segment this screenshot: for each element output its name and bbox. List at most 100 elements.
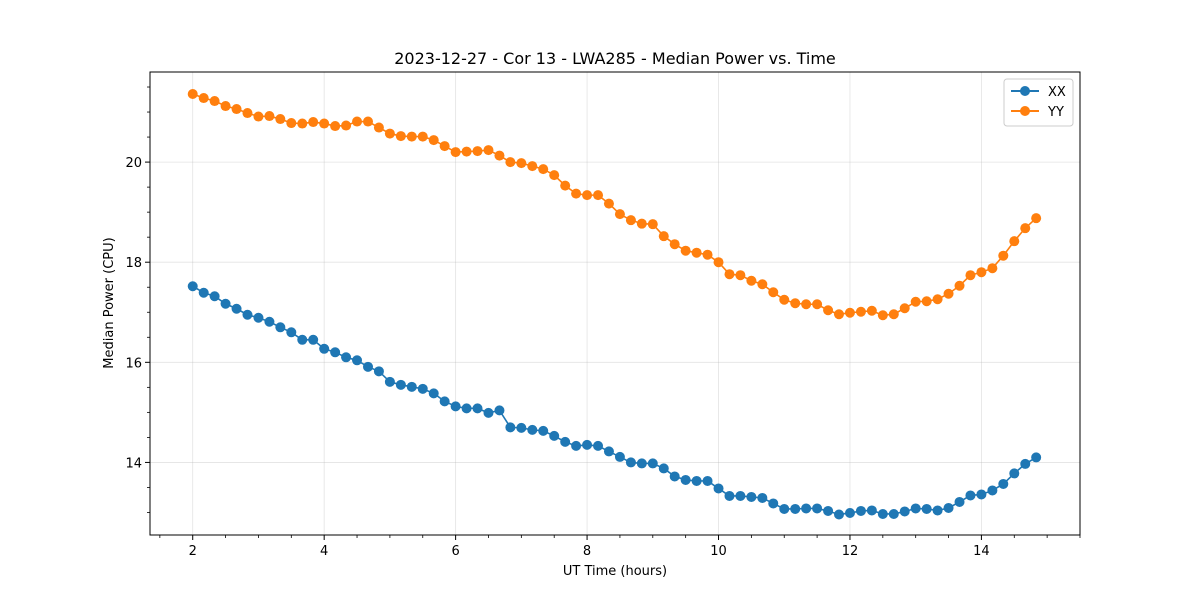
data-point-xx (855, 505, 866, 516)
data-point-xx (483, 407, 494, 418)
data-point-xx (593, 440, 604, 451)
chart-title: 2023-12-27 - Cor 13 - LWA285 - Median Po… (394, 49, 836, 68)
data-point-xx (998, 478, 1009, 489)
data-point-yy (253, 111, 264, 122)
data-point-xx (1020, 458, 1031, 469)
data-point-xx (647, 458, 658, 469)
data-point-yy (702, 249, 713, 260)
data-point-yy (538, 164, 549, 175)
y-axis-label: Median Power (CPU) (102, 237, 117, 368)
data-point-yy (505, 157, 516, 168)
data-point-xx (297, 334, 308, 345)
data-point-xx (352, 355, 363, 366)
data-point-yy (658, 231, 669, 242)
x-tick-label: 10 (710, 544, 727, 559)
x-axis-label: UT Time (hours) (563, 564, 667, 579)
x-axis-ticks: 2 4 6 8 10 12 14 (159, 535, 1081, 559)
data-point-yy (768, 287, 779, 298)
data-point-yy (823, 305, 834, 316)
x-tick-label: 12 (842, 544, 859, 559)
data-point-xx (877, 508, 888, 519)
data-point-yy (1020, 223, 1031, 234)
data-point-xx (341, 352, 352, 363)
data-point-xx (439, 396, 450, 407)
data-point-xx (549, 430, 560, 441)
data-point-yy (439, 141, 450, 152)
data-point-yy (297, 118, 308, 129)
data-point-xx (560, 436, 571, 447)
data-point-yy (494, 150, 505, 161)
data-point-xx (636, 458, 647, 469)
data-point-xx (1031, 452, 1042, 463)
data-point-xx (625, 457, 636, 468)
data-point-xx (779, 503, 790, 514)
data-point-yy (724, 269, 735, 280)
data-point-xx (833, 509, 844, 520)
data-point-yy (571, 188, 582, 199)
data-point-xx (899, 506, 910, 517)
series-layer (187, 89, 1042, 520)
data-point-xx (275, 322, 286, 333)
data-point-yy (1009, 236, 1020, 247)
legend-label-yy: YY (1047, 105, 1064, 120)
data-point-xx (735, 490, 746, 501)
data-point-xx (220, 298, 231, 309)
data-point-yy (614, 209, 625, 220)
data-point-xx (1009, 468, 1020, 479)
data-point-xx (812, 503, 823, 514)
data-point-xx (527, 424, 538, 435)
data-point-xx (384, 376, 395, 387)
data-point-yy (264, 111, 275, 122)
data-point-yy (921, 296, 932, 307)
data-point-xx (198, 287, 209, 298)
data-point-yy (877, 310, 888, 321)
data-point-yy (198, 93, 209, 104)
data-point-xx (242, 309, 253, 320)
data-point-xx (790, 503, 801, 514)
data-point-yy (603, 198, 614, 209)
data-point-xx (363, 361, 374, 372)
data-point-xx (614, 451, 625, 462)
data-point-yy (483, 145, 494, 156)
data-point-xx (866, 505, 877, 516)
data-point-xx (910, 503, 921, 514)
data-point-xx (472, 403, 483, 414)
data-point-xx (538, 425, 549, 436)
data-point-yy (395, 131, 406, 142)
data-point-xx (417, 383, 428, 394)
data-point-xx (571, 440, 582, 451)
data-point-xx (702, 475, 713, 486)
x-tick-label: 4 (320, 544, 328, 559)
y-tick-label: 14 (125, 456, 142, 471)
data-point-xx (713, 483, 724, 494)
x-tick-label: 6 (451, 544, 459, 559)
data-point-yy (801, 299, 812, 310)
data-point-yy (231, 104, 242, 115)
data-point-yy (636, 218, 647, 229)
data-point-yy (527, 161, 538, 172)
data-point-xx (187, 281, 198, 292)
data-point-xx (976, 489, 987, 500)
data-point-yy (976, 267, 987, 278)
data-point-xx (494, 405, 505, 416)
data-point-yy (275, 114, 286, 125)
data-point-xx (428, 388, 439, 399)
axes-frame (149, 71, 1081, 536)
data-point-yy (998, 250, 1009, 261)
data-point-yy (308, 117, 319, 128)
data-point-yy (647, 219, 658, 230)
data-point-xx (450, 401, 461, 412)
data-point-yy (242, 108, 253, 119)
data-point-xx (286, 327, 297, 338)
y-tick-label: 18 (125, 256, 142, 271)
data-point-xx (987, 485, 998, 496)
legend-marker-yy (1020, 106, 1030, 116)
data-point-xx (395, 379, 406, 390)
data-point-yy (406, 131, 417, 142)
data-point-xx (669, 471, 680, 482)
data-point-yy (373, 122, 384, 133)
data-point-yy (461, 146, 472, 157)
data-point-yy (866, 305, 877, 316)
data-point-yy (954, 280, 965, 291)
data-point-yy (330, 121, 341, 132)
